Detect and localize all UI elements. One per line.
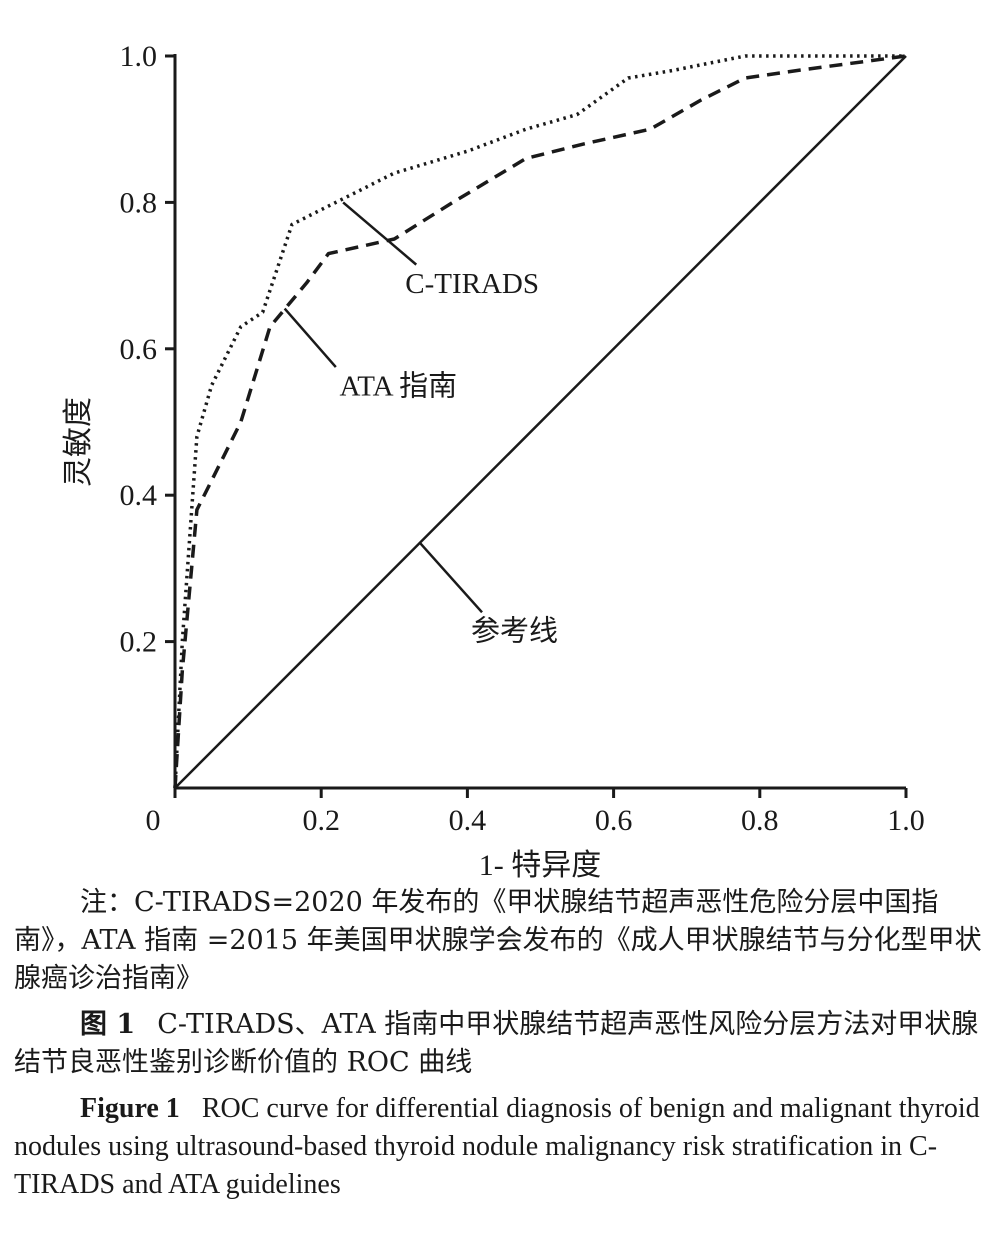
x-tick-label: 0.6 <box>595 804 633 837</box>
figure-caption: 注：C-TIRADS=2020 年发布的《甲状腺结节超声恶性危险分层中国指南》，… <box>14 884 989 1204</box>
annotation-leader <box>342 201 418 266</box>
y-tick-label: 0.2 <box>120 626 158 659</box>
annotation-label: C-TIRADS <box>405 268 539 300</box>
x-tick-label: 0.8 <box>741 804 779 837</box>
caption-chinese: 图 1 C-TIRADS、ATA 指南中甲状腺结节超声恶性风险分层方法对甲状腺结节… <box>14 1006 989 1082</box>
x-tick-label: 0 <box>146 804 161 837</box>
y-tick-label: 0.4 <box>120 479 158 512</box>
x-tick-label: 0.4 <box>449 804 487 837</box>
x-tick-label: 1.0 <box>887 804 925 837</box>
series-layer <box>173 54 907 789</box>
x-tick-label: 0.2 <box>302 804 340 837</box>
y-tick-label: 0.8 <box>120 186 158 219</box>
series-line-2 <box>174 55 907 789</box>
x-axis-title: 1- 特异度 <box>479 849 602 882</box>
caption-english-text: ROC curve for differential diagnosis of … <box>14 1093 980 1200</box>
annotation-leader <box>283 307 337 368</box>
caption-english-label: Figure 1 <box>80 1093 180 1124</box>
y-axis-title: 灵敏度 <box>62 397 95 487</box>
annotation-label: 参考线 <box>471 615 558 648</box>
caption-chinese-text: C-TIRADS、ATA 指南中甲状腺结节超声恶性风险分层方法对甲状腺结节良恶性… <box>14 1009 979 1078</box>
series-line-0 <box>173 54 906 789</box>
series-line-1 <box>173 54 907 789</box>
annotation-label: ATA 指南 <box>339 369 457 402</box>
y-tick-label: 0.6 <box>120 333 158 366</box>
caption-chinese-label: 图 1 <box>80 1009 136 1040</box>
annotation-leader <box>418 541 483 614</box>
axes: 0 0.2 0.4 0.6 0.8 1.0 0.2 0.4 0.6 0.8 1.0 <box>120 40 925 837</box>
roc-chart: 0 0.2 0.4 0.6 0.8 1.0 0.2 0.4 0.6 0.8 1.0 C-TIRADS… <box>62 40 925 882</box>
y-tick-label: 1.0 <box>120 40 158 73</box>
caption-english: Figure 1 ROC curve for differential diagn… <box>14 1090 989 1204</box>
caption-note: 注：C-TIRADS=2020 年发布的《甲状腺结节超声恶性危险分层中国指南》，… <box>14 887 982 994</box>
